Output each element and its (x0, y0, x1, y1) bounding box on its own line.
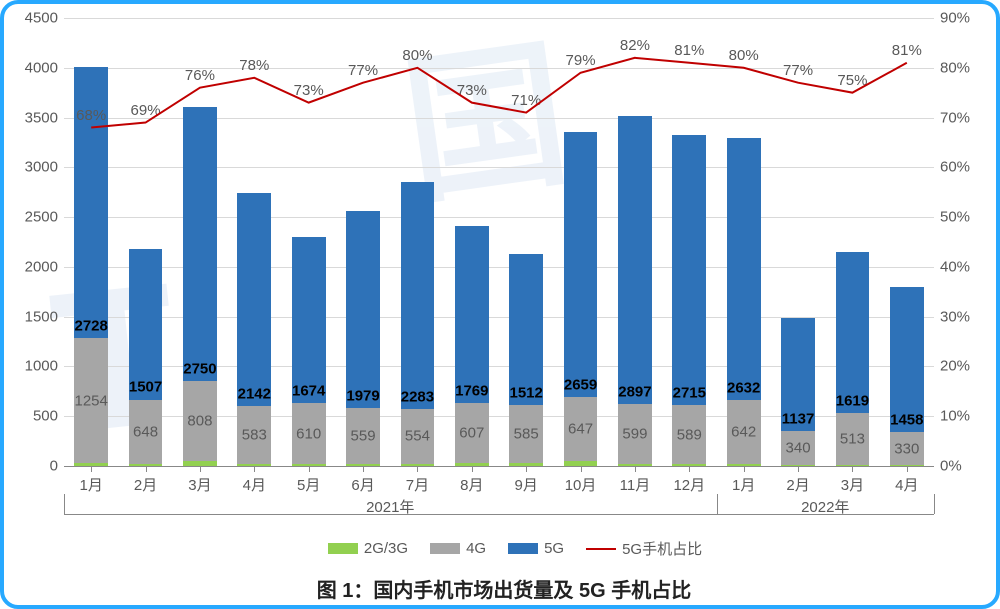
y-left-tick-label: 0 (8, 458, 58, 475)
x-tick-label: 6月 (351, 474, 374, 495)
x-tick (852, 466, 853, 472)
year-group-sep (64, 494, 65, 514)
x-tick-label: 10月 (565, 474, 597, 495)
x-tick-label: 8月 (460, 474, 483, 495)
y-left-tick-label: 3500 (8, 109, 58, 126)
y-left-tick-label: 4500 (8, 10, 58, 27)
y-left-tick-label: 1500 (8, 308, 58, 325)
x-tick (472, 466, 473, 472)
x-tick (635, 466, 636, 472)
x-tick (363, 466, 364, 472)
y-left-tick-label: 500 (8, 408, 58, 425)
x-tick (200, 466, 201, 472)
y-left-tick-label: 3000 (8, 159, 58, 176)
legend-swatch-g4 (430, 543, 460, 554)
y-right-tick-label: 80% (940, 59, 990, 76)
x-tick-label: 12月 (673, 474, 705, 495)
x-tick-label: 1月 (80, 474, 103, 495)
line-series (64, 18, 934, 466)
year-group-label: 2022年 (801, 496, 849, 517)
x-tick (417, 466, 418, 472)
x-tick-label: 4月 (895, 474, 918, 495)
figure-caption: 图 1：国内手机市场出货量及 5G 手机占比 (4, 574, 1000, 603)
x-tick-label: 7月 (406, 474, 429, 495)
year-group-sep (717, 494, 718, 514)
x-tick-label: 9月 (515, 474, 538, 495)
x-tick-label: 2月 (786, 474, 809, 495)
y-right-tick-label: 30% (940, 308, 990, 325)
year-group-label: 2021年 (366, 496, 414, 517)
plot-area: 1254272868%648150769%808275076%583214278… (64, 18, 934, 466)
y-right-tick-label: 40% (940, 258, 990, 275)
gridline (64, 466, 934, 467)
x-tick-label: 2月 (134, 474, 157, 495)
x-tick (309, 466, 310, 472)
y-right-tick-label: 0% (940, 458, 990, 475)
legend-swatch-g5 (508, 543, 538, 554)
x-tick (689, 466, 690, 472)
year-group-sep (934, 494, 935, 514)
x-tick (526, 466, 527, 472)
y-left-tick-label: 2500 (8, 209, 58, 226)
x-tick (798, 466, 799, 472)
legend-label-g4: 4G (466, 540, 486, 557)
x-tick (146, 466, 147, 472)
x-tick (581, 466, 582, 472)
legend-swatch-ratio (586, 548, 616, 550)
x-tick (254, 466, 255, 472)
x-tick-label: 1月 (732, 474, 755, 495)
x-tick (907, 466, 908, 472)
legend-label-g5: 5G (544, 540, 564, 557)
legend-label-ratio: 5G手机占比 (622, 541, 702, 558)
x-tick (744, 466, 745, 472)
y-right-tick-label: 20% (940, 358, 990, 375)
x-tick-label: 5月 (297, 474, 320, 495)
y-right-tick-label: 60% (940, 159, 990, 176)
y-left-tick-label: 2000 (8, 258, 58, 275)
x-tick-label: 4月 (243, 474, 266, 495)
legend-label-g2g3: 2G/3G (364, 540, 408, 557)
y-right-tick-label: 70% (940, 109, 990, 126)
y-left-tick-label: 1000 (8, 358, 58, 375)
y-right-tick-label: 50% (940, 209, 990, 226)
legend-swatch-g2g3 (328, 543, 358, 554)
legend: 2G/3G 4G 5G 5G手机占比 (4, 538, 1000, 559)
x-tick (91, 466, 92, 472)
y-right-tick-label: 10% (940, 408, 990, 425)
x-tick-label: 3月 (841, 474, 864, 495)
y-right-tick-label: 90% (940, 10, 990, 27)
x-tick-label: 3月 (188, 474, 211, 495)
y-left-tick-label: 4000 (8, 59, 58, 76)
chart-card: 国 T 1254272868%648150769%808275076%58321… (0, 0, 1000, 609)
x-tick-label: 11月 (620, 474, 651, 495)
